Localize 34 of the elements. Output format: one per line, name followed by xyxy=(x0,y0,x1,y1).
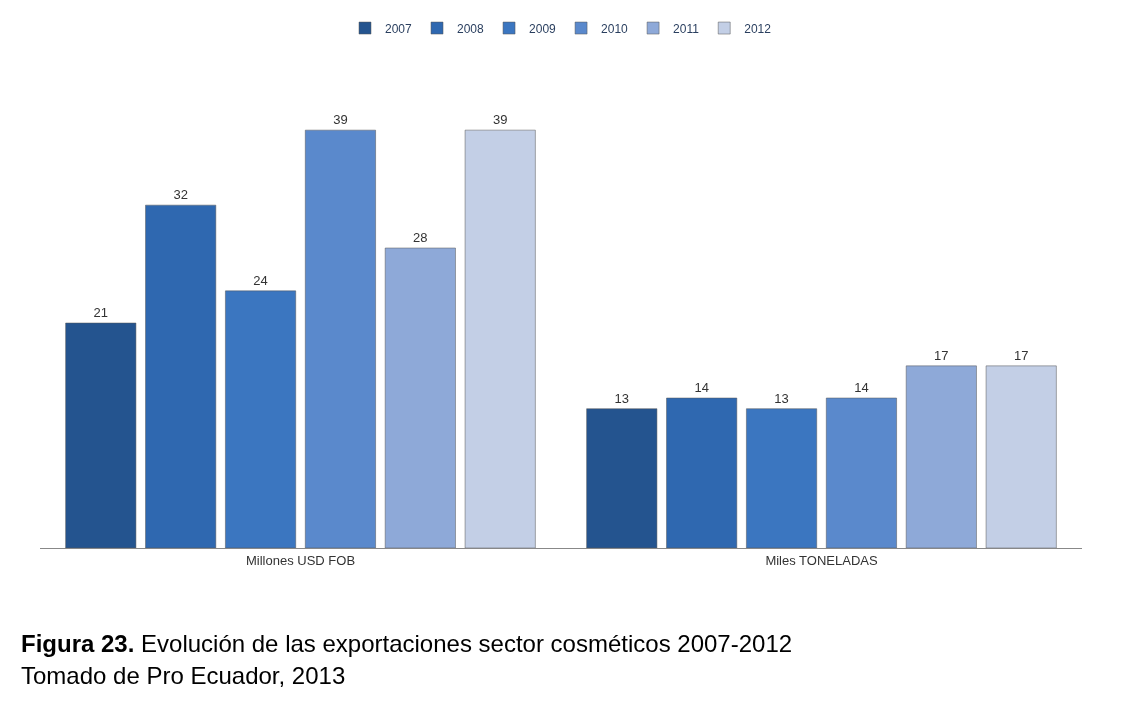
data-label: 17 xyxy=(1013,347,1029,363)
bar xyxy=(305,129,376,548)
bar xyxy=(464,129,536,548)
bar xyxy=(826,397,897,548)
data-label: 28 xyxy=(413,230,428,245)
bar xyxy=(225,290,296,548)
data-label: 24 xyxy=(253,272,268,288)
bar xyxy=(586,408,658,548)
bar xyxy=(666,397,738,548)
bar xyxy=(746,408,817,548)
legend-label: 2012 xyxy=(744,21,772,36)
bar xyxy=(384,247,456,548)
data-label: 39 xyxy=(492,112,508,128)
bar xyxy=(905,365,977,548)
data-label: 39 xyxy=(333,112,348,128)
bar xyxy=(145,204,217,548)
text: Tomado de Pro Ecuador, 2013 xyxy=(21,662,346,689)
data-label: 14 xyxy=(694,380,709,395)
legend-label: 2008 xyxy=(457,21,485,36)
text: Figura 23. Evolución de las exportaciones sector cosméticos 2007-2012 xyxy=(21,630,793,657)
legend-label: 2007 xyxy=(385,21,413,36)
legend-label: 2011 xyxy=(673,21,700,36)
x-tick-label: Millones USD FOB xyxy=(245,552,356,568)
data-label: 32 xyxy=(173,187,188,203)
legend-label: 2010 xyxy=(601,21,629,36)
data-label: 14 xyxy=(854,380,869,395)
data-label: 17 xyxy=(934,347,949,363)
bar xyxy=(985,365,1057,548)
data-label: 13 xyxy=(774,390,789,406)
data-label: 21 xyxy=(93,305,109,320)
bar xyxy=(65,322,137,548)
legend-label: 2009 xyxy=(529,21,557,36)
data-label: 13 xyxy=(614,390,630,406)
x-tick-label: Miles TONELADAS xyxy=(765,552,878,568)
